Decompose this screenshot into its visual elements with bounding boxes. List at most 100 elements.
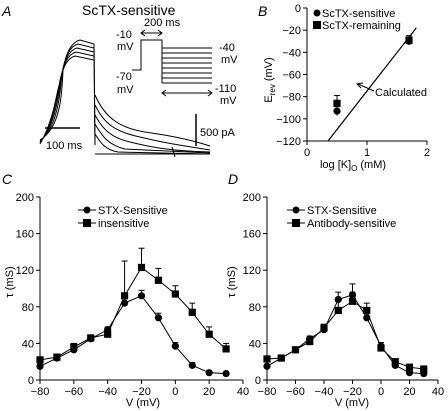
panel-b-x-tick-label: 1 <box>364 147 370 159</box>
panel-d-x-tick-label: −60 <box>286 386 305 398</box>
panel-c-point-circle <box>188 361 196 369</box>
panel-b-y-tick-label: 0 <box>295 3 301 15</box>
panel-c-point-square <box>188 308 196 316</box>
panel-d-x-tick-label: −40 <box>315 386 334 398</box>
panel-c-point-square <box>205 330 213 338</box>
tail-4 <box>94 123 211 154</box>
panel-a: A ScTX-sensitive <box>1 2 238 158</box>
trace-rise-4 <box>39 51 95 144</box>
panel-c-x-tick-label: −80 <box>31 386 50 398</box>
panel-d-point-square <box>391 358 399 366</box>
panel-c-series-line-2 <box>39 266 227 361</box>
panel-b-legend-label-2: ScTX-remaining <box>322 20 401 32</box>
panel-c-point-square <box>120 292 129 300</box>
protocol-test-bottom-unit: mV <box>220 95 237 107</box>
panel-d-y-tick-label: 120 <box>243 265 261 277</box>
tail-step <box>171 146 176 158</box>
panel-d-point-circle <box>405 369 414 377</box>
current-traces <box>39 39 211 158</box>
panel-d-legend-label-2: Antibody-sensitive <box>307 218 396 230</box>
panel-c-point-square <box>104 330 112 338</box>
panel-d-ylabel: τ (mS) <box>226 266 238 297</box>
panel-b-point-square <box>405 36 413 44</box>
tail-2 <box>94 104 211 151</box>
panel-c-point-square <box>36 356 44 364</box>
panel-c-point-circle <box>171 342 179 350</box>
protocol-test-bottom-label: -110 <box>215 83 236 95</box>
panel-d-x-tick-label: −80 <box>258 386 277 398</box>
panel-b: B 0 1 20−20−40−60−80−100−120 log [K]O (mM) … <box>258 3 430 173</box>
panel-c-x-tick-label: 20 <box>203 386 215 398</box>
panel-d-y-tick-label: 40 <box>249 338 261 350</box>
protocol-duration-arrowheads <box>140 29 163 37</box>
panel-b-y-tick-label: −80 <box>282 92 301 104</box>
panel-c-point-circle <box>154 314 163 322</box>
panel-c-point-square <box>70 343 78 351</box>
panel-d-point-square <box>420 365 428 373</box>
panel-b-legend-square-marker <box>313 21 321 29</box>
panel-b-y-tick-label: −100 <box>276 114 301 126</box>
panel-d-y-tick-label: 0 <box>255 375 261 387</box>
panel-d-x-tick-label: −20 <box>343 386 362 398</box>
panel-c-point-square <box>171 290 179 298</box>
panel-b-point-square <box>333 99 341 107</box>
panel-b-x-tick-label: 0 <box>304 147 310 159</box>
panel-b-y-tick-label: −60 <box>282 70 301 82</box>
panel-d-x-tick-label: 20 <box>403 386 415 398</box>
panel-c-x-tick-label: −60 <box>64 386 83 398</box>
panel-d-x-tick-label: 0 <box>378 386 384 398</box>
panel-a-title: ScTX-sensitive <box>82 2 176 18</box>
panel-d-point-square <box>306 337 314 346</box>
panel-d-point-square <box>405 363 414 371</box>
scalebar-time-label: 100 ms <box>46 140 83 152</box>
panel-letter-d: D <box>228 171 238 187</box>
panel-d-point-circle <box>263 362 271 370</box>
panel-c-x-tick-label: 40 <box>237 386 249 398</box>
panel-b-legend-label-1: ScTX-sensitive <box>322 8 395 20</box>
panel-c-ylabel: τ (mS) <box>4 266 16 297</box>
panel-d-legend-label-1: STX-Sensitive <box>307 205 377 217</box>
panel-b-annotation: Calculated <box>375 87 427 99</box>
protocol-test-top-label: -40 <box>219 42 235 54</box>
panel-c-point-square <box>222 345 230 353</box>
protocol-inset <box>132 29 213 97</box>
tail-5 <box>94 133 211 155</box>
panel-b-annotation-arrowhead <box>355 82 364 89</box>
panel-c-point-circle <box>36 362 44 370</box>
panel-c-point-circle <box>120 299 129 307</box>
panel-d: D −80 −60 −40 −20 0 20 40 0 40 80 120 160 200 V (mV)… <box>226 171 444 409</box>
panel-c-y-tick-label: 120 <box>16 265 34 277</box>
panel-d-series-line-2 <box>266 300 424 370</box>
panel-c-point-circle <box>205 369 213 377</box>
panel-b-ylabel: Erev(mV) <box>263 57 277 102</box>
panel-b-y-tick-label: −120 <box>276 136 301 148</box>
panel-c-y-tick-label: 0 <box>28 375 34 387</box>
panel-d-point-square <box>334 306 342 315</box>
panel-b-calculated-line <box>327 27 417 142</box>
panel-c-legend-label-1: STX-Sensitive <box>98 205 168 217</box>
protocol-hold-label: -10 <box>116 29 132 41</box>
panel-b-y-tick-label: −20 <box>282 25 301 37</box>
panel-c-point-square <box>154 276 163 284</box>
panel-d-y-tick-label: 200 <box>243 192 261 204</box>
panel-c-legend-label-2: insensitive <box>98 218 149 230</box>
panel-b-legend-circle-marker <box>313 9 321 17</box>
panel-letter-b: B <box>258 3 267 19</box>
panel-c-plot: −80 −60 −40 −20 0 20 40 0 40 80 120 160 200 <box>16 192 249 398</box>
trace-rise-5 <box>39 55 95 145</box>
panel-b-xlabel: log [K]O (mM) <box>320 159 386 173</box>
protocol-time-axis-arrowheads <box>161 89 213 97</box>
panel-b-x-tick-label: 2 <box>424 147 430 159</box>
panel-d-y-tick-label: 160 <box>243 229 261 241</box>
panel-letter-c: C <box>2 171 13 187</box>
panel-d-point-square <box>348 297 357 305</box>
panel-c-x-tick-label: 0 <box>172 386 178 398</box>
panel-b-annotation-arrow <box>357 83 375 92</box>
scalebar-current-label: 500 pA <box>200 127 236 139</box>
panel-c-xlabel: V (mV) <box>126 397 160 409</box>
panel-d-point-square <box>277 354 285 362</box>
panel-d-point-square <box>377 344 385 352</box>
panel-c-point-circle <box>222 369 230 378</box>
panel-d-y-tick-label: 80 <box>249 302 261 314</box>
panel-d-point-square <box>363 306 371 315</box>
